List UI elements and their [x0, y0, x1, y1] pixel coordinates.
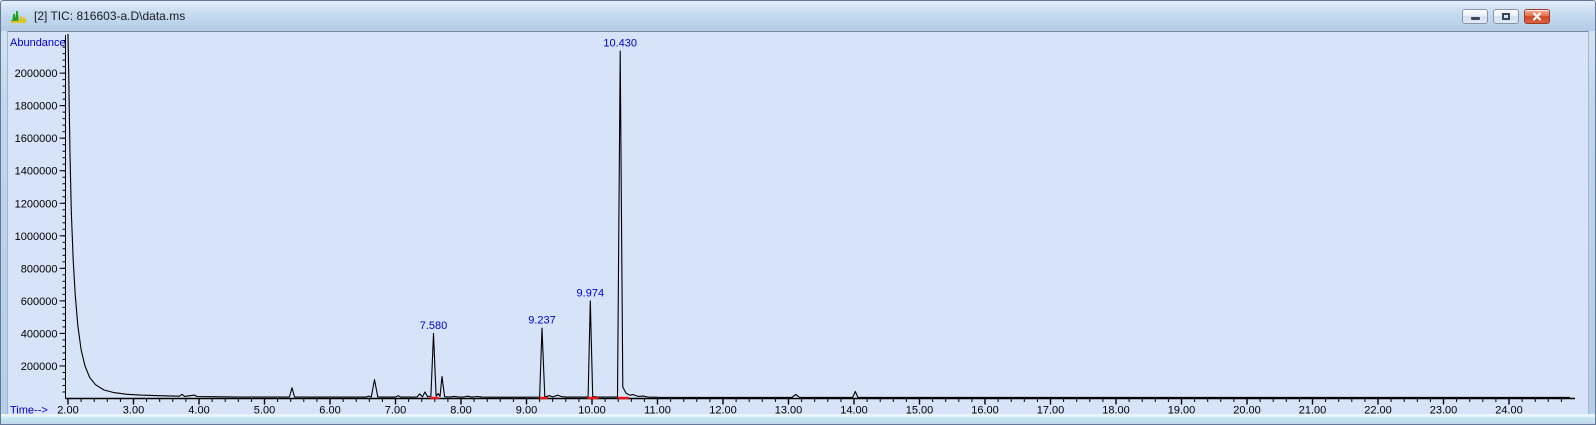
svg-text:21.00: 21.00: [1299, 405, 1327, 415]
svg-text:1200000: 1200000: [15, 198, 58, 210]
svg-text:10.00: 10.00: [578, 405, 606, 415]
window-bottom-frame: [1, 414, 1595, 424]
svg-text:14.00: 14.00: [840, 405, 868, 415]
minimize-icon: [1470, 16, 1480, 20]
svg-text:2000000: 2000000: [15, 68, 58, 80]
window-title: [2] TIC: 816603-a.D\data.ms: [34, 9, 186, 23]
svg-text:12.00: 12.00: [709, 405, 737, 415]
svg-text:10.430: 10.430: [603, 38, 637, 50]
window-controls: [1462, 8, 1550, 24]
svg-text:17.00: 17.00: [1037, 405, 1065, 415]
svg-text:9.974: 9.974: [577, 287, 605, 299]
svg-text:7.00: 7.00: [385, 405, 406, 415]
titlebar[interactable]: [2] TIC: 816603-a.D\data.ms: [1, 1, 1595, 31]
svg-text:19.00: 19.00: [1168, 405, 1196, 415]
svg-text:5.00: 5.00: [254, 405, 275, 415]
svg-text:Abundance: Abundance: [10, 37, 66, 49]
chromatogram-svg: 200000 400000 600000 800000 1000000 1200000 14…: [10, 33, 1575, 415]
svg-text:8.00: 8.00: [450, 405, 471, 415]
chromatogram-plot[interactable]: 200000 400000 600000 800000 1000000 1200000 14…: [7, 31, 1589, 414]
maximize-icon: [1502, 12, 1510, 20]
svg-text:400000: 400000: [21, 328, 58, 340]
svg-text:1600000: 1600000: [15, 133, 58, 145]
svg-text:15.00: 15.00: [906, 405, 934, 415]
svg-text:4.00: 4.00: [188, 405, 209, 415]
close-icon: [1532, 11, 1542, 21]
minimize-button[interactable]: [1462, 8, 1488, 24]
svg-text:200000: 200000: [21, 361, 58, 373]
svg-text:13.00: 13.00: [775, 405, 803, 415]
svg-text:9.237: 9.237: [528, 315, 556, 327]
svg-text:24.00: 24.00: [1495, 405, 1523, 415]
svg-text:23.00: 23.00: [1430, 405, 1458, 415]
svg-text:3.00: 3.00: [123, 405, 144, 415]
svg-text:18.00: 18.00: [1102, 405, 1130, 415]
svg-text:7.580: 7.580: [420, 320, 448, 332]
svg-text:20.00: 20.00: [1233, 405, 1261, 415]
svg-text:11.00: 11.00: [644, 405, 671, 415]
close-button[interactable]: [1524, 8, 1550, 24]
svg-text:9.00: 9.00: [516, 405, 537, 415]
svg-text:1800000: 1800000: [15, 101, 58, 113]
svg-text:Time-->: Time-->: [10, 405, 48, 415]
svg-text:1400000: 1400000: [15, 166, 58, 178]
svg-text:2.00: 2.00: [57, 405, 78, 415]
svg-text:600000: 600000: [21, 296, 58, 308]
svg-text:6.00: 6.00: [319, 405, 340, 415]
svg-text:800000: 800000: [21, 263, 58, 275]
maximize-button[interactable]: [1493, 8, 1519, 24]
svg-text:1000000: 1000000: [15, 231, 58, 243]
svg-text:22.00: 22.00: [1364, 405, 1392, 415]
svg-text:16.00: 16.00: [971, 405, 999, 415]
chromatogram-icon: [10, 8, 27, 24]
